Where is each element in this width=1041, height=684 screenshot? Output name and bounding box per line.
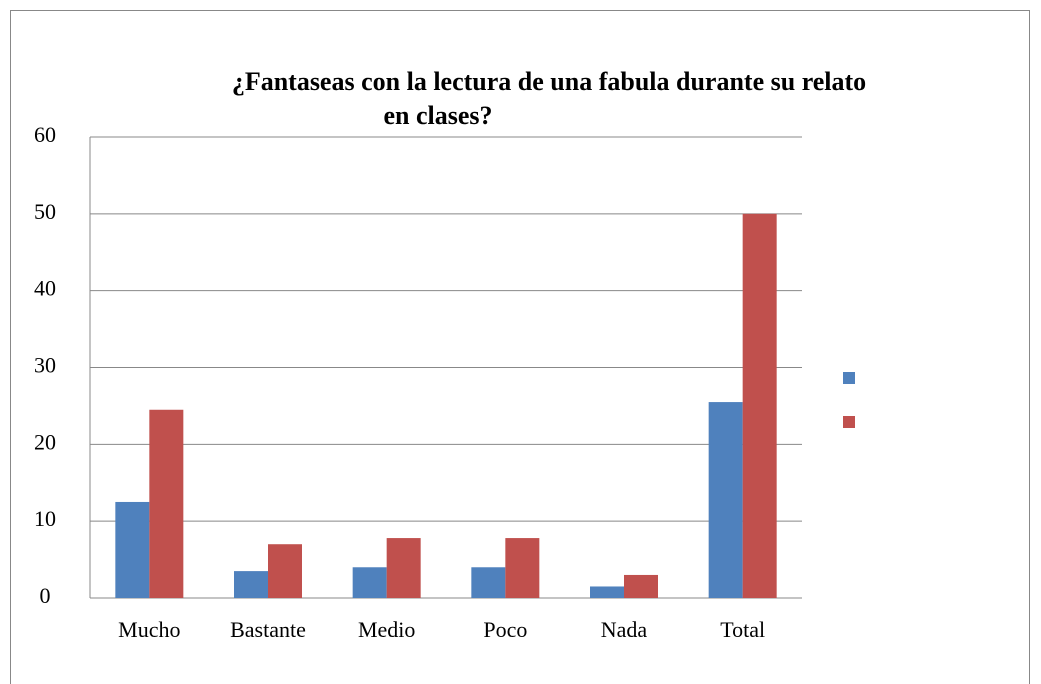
bar [115,501,150,598]
x-tick-label: Total [720,617,765,642]
bar [505,538,540,598]
y-tick-label: 30 [34,353,56,378]
y-tick-label: 60 [34,122,56,147]
y-tick-label: 40 [34,276,56,301]
bar [268,544,302,598]
y-tick-label: 10 [34,506,56,531]
legend-swatch [843,416,855,428]
y-tick-label: 0 [40,583,51,608]
y-tick-label: 20 [34,429,56,454]
bar [234,571,268,598]
bar [590,586,624,598]
x-tick-label: Mucho [118,617,180,642]
bar [352,567,387,598]
bar [708,402,743,598]
x-tick-label: Nada [601,617,648,642]
x-tick-label: Medio [358,617,415,642]
x-tick-label: Poco [483,617,527,642]
bar [386,538,421,598]
legend-swatch [843,372,855,384]
bar [742,213,777,599]
chart-title: en clases? [383,101,492,130]
y-tick-label: 50 [34,199,56,224]
bar [471,567,506,598]
bar [149,409,184,598]
chart-title: ¿Fantaseas con la lectura de una fabula … [232,67,866,96]
bar [624,574,658,598]
x-tick-label: Bastante [230,617,306,642]
